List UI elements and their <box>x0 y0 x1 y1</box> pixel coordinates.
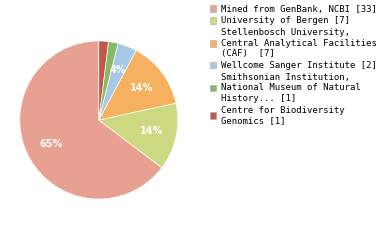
Text: 14%: 14% <box>140 126 163 137</box>
Text: 4%: 4% <box>110 65 127 75</box>
Wedge shape <box>99 43 136 120</box>
Legend: Mined from GenBank, NCBI [33], University of Bergen [7], Stellenbosch University: Mined from GenBank, NCBI [33], Universit… <box>210 5 377 125</box>
Text: 65%: 65% <box>39 139 62 149</box>
Wedge shape <box>99 103 178 168</box>
Wedge shape <box>99 42 118 120</box>
Wedge shape <box>20 41 162 199</box>
Wedge shape <box>99 41 109 120</box>
Text: 14%: 14% <box>130 83 153 93</box>
Wedge shape <box>99 50 176 120</box>
